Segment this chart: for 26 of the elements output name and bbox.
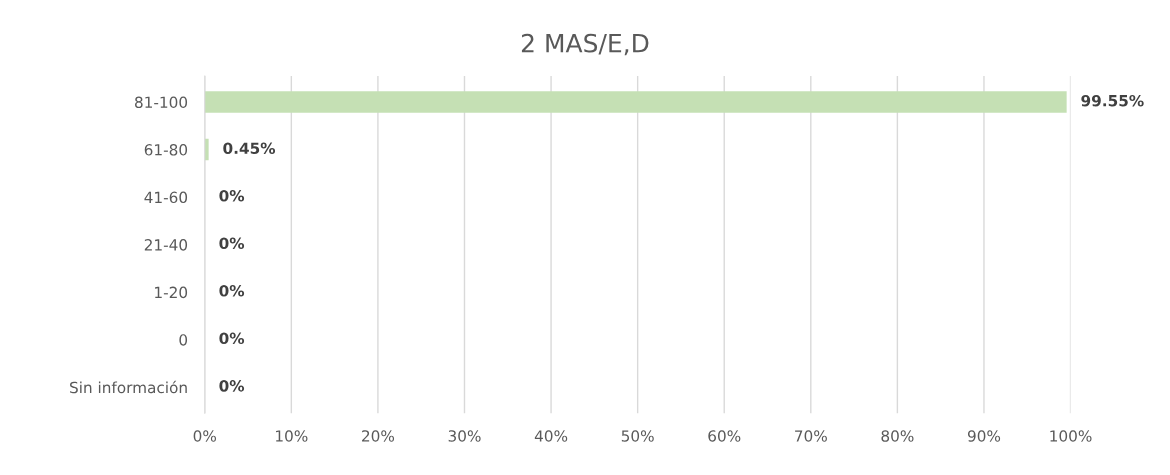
x-tick-label: 70% — [795, 430, 827, 442]
data-label: 0% — [219, 332, 245, 345]
data-label: 0% — [219, 189, 245, 202]
x-tick-label: 50% — [621, 430, 654, 442]
data-label: 99.55% — [1081, 94, 1144, 107]
x-tick-label: 10% — [276, 430, 308, 442]
x-tick-label: 20% — [362, 430, 395, 442]
chart-title: 2 MAS/E,D — [521, 33, 649, 56]
x-tick-label: 90% — [967, 430, 1001, 442]
x-tick-label: 80% — [881, 430, 914, 442]
y-tick-label: 41-60 — [144, 191, 188, 204]
data-label: 0% — [219, 380, 245, 392]
x-tick-label: 40% — [534, 430, 568, 442]
y-tick-label: 61-80 — [144, 144, 188, 156]
data-label: 0.45% — [223, 142, 276, 154]
x-tick-label: 60% — [708, 430, 741, 442]
x-tick-label: 0% — [193, 430, 217, 442]
y-tick-label: 1-20 — [155, 286, 188, 299]
y-tick-label: 0 — [179, 334, 188, 346]
y-tick-label: 21-40 — [144, 239, 188, 251]
data-label: 0% — [219, 237, 245, 250]
data-label: 0% — [219, 285, 245, 297]
y-tick-label: Sin información — [70, 380, 187, 394]
x-tick-label: 30% — [448, 430, 481, 442]
x-tick-label: 100% — [1050, 430, 1092, 442]
y-tick-label: 81-100 — [135, 96, 188, 109]
